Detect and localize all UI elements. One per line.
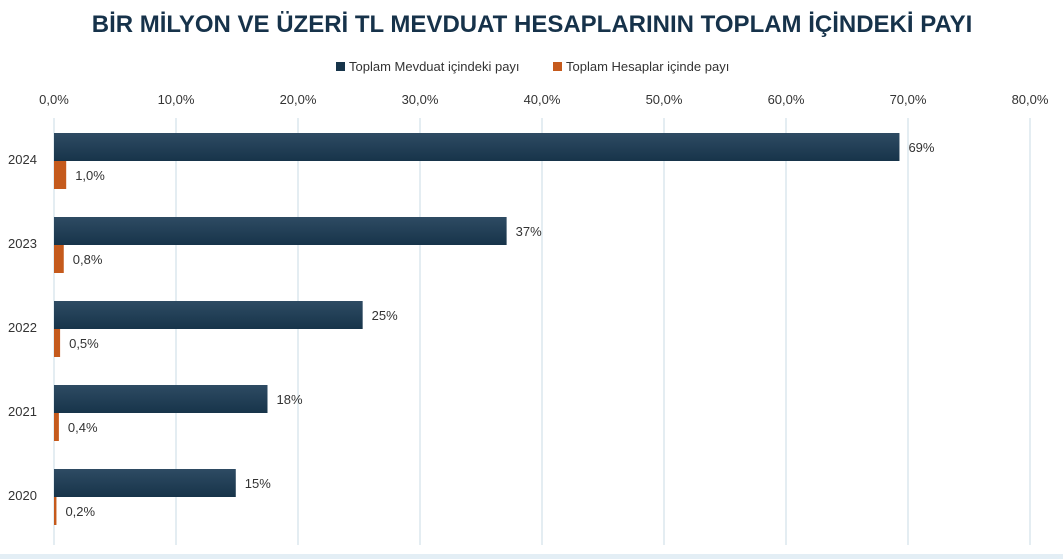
bottom-border: [0, 554, 1063, 559]
x-tick-label: 50,0%: [646, 92, 683, 107]
bar-total-deposits: [54, 133, 900, 161]
bar-total-deposits: [54, 385, 268, 413]
bar-total-accounts: [54, 161, 67, 189]
x-tick-label: 30,0%: [402, 92, 439, 107]
legend-label-1: Toplam Mevduat içindeki payı: [349, 59, 520, 74]
category-label: 2024: [8, 152, 37, 167]
bar-total-accounts: [54, 245, 64, 273]
x-tick-label: 20,0%: [280, 92, 317, 107]
bar-total-accounts: [54, 329, 61, 357]
bar-total-deposits: [54, 217, 507, 245]
x-tick-label: 70,0%: [890, 92, 927, 107]
data-labels: 69% 1,0% 37% 0,8% 25% 0,5% 18% 0,4% 15% 0,2%: [65, 140, 934, 519]
bars: [54, 133, 900, 525]
data-label-total-deposits: 18%: [277, 392, 303, 407]
x-tick-label: 60,0%: [768, 92, 805, 107]
data-label-total-accounts: 0,8%: [73, 252, 103, 267]
legend-label-2: Toplam Hesaplar içinde payı: [566, 59, 729, 74]
x-tick-label: 0,0%: [39, 92, 69, 107]
gridlines: [53, 118, 1031, 545]
data-label-total-deposits: 15%: [245, 476, 271, 491]
legend-swatch-1: [336, 62, 345, 71]
bar-total-accounts: [54, 413, 59, 441]
data-label-total-deposits: 25%: [372, 308, 398, 323]
data-label-total-accounts: 1,0%: [75, 168, 105, 183]
bar-total-accounts: [54, 497, 57, 525]
category-label: 2021: [8, 404, 37, 419]
category-labels: 2024 2023 2022 2021 2020: [8, 152, 37, 503]
data-label-total-deposits: 69%: [908, 140, 934, 155]
x-tick-label: 80,0%: [1012, 92, 1049, 107]
bar-total-deposits: [54, 301, 363, 329]
x-tick-label: 40,0%: [524, 92, 561, 107]
data-label-total-accounts: 0,4%: [68, 420, 98, 435]
chart-title: BİR MİLYON VE ÜZERİ TL MEVDUAT HESAPLARI…: [92, 11, 973, 38]
category-label: 2020: [8, 488, 37, 503]
category-label: 2023: [8, 236, 37, 251]
x-tick-label: 10,0%: [158, 92, 195, 107]
bar-total-deposits: [54, 469, 236, 497]
x-axis-tick-labels: 0,0% 10,0% 20,0% 30,0% 40,0% 50,0% 60,0% 70,0% 8…: [39, 92, 1049, 107]
data-label-total-accounts: 0,5%: [69, 336, 99, 351]
data-label-total-accounts: 0,2%: [65, 504, 95, 519]
data-label-total-deposits: 37%: [516, 224, 542, 239]
legend-swatch-2: [553, 62, 562, 71]
category-label: 2022: [8, 320, 37, 335]
legend: Toplam Mevduat içindeki payı Toplam Hesap…: [336, 59, 729, 74]
